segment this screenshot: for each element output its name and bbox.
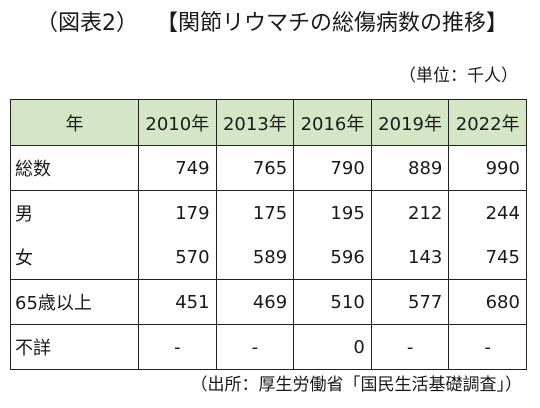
table-row-unknown: 不詳 - - 0 - - [10,324,527,370]
document-title: （図表2） 【関節リウマチの総傷病数の推移】 [36,8,508,40]
figure-title: 【関節リウマチの総傷病数の推移】 [156,11,509,36]
cell-value: 596 [293,235,372,280]
cell-value: - [370,324,450,370]
cell-value: 577 [370,279,450,325]
figure-label: （図表2） [36,11,138,36]
cell-value: 195 [293,190,372,235]
header-row: 年 2010年 2013年 2016年 2019年 2022年 [10,99,527,146]
cell-value: - [138,324,217,370]
header-year-label: 年 [10,99,139,146]
cell-value: 680 [448,279,527,325]
cell-value: 0 [293,324,372,370]
cell-value: 212 [370,190,450,235]
cell-value: 790 [293,145,372,191]
cell-value: 510 [293,279,372,325]
cell-value: - [448,324,527,370]
cell-value: 570 [138,235,217,280]
cell-value: 889 [370,145,450,191]
row-label: 男 [10,190,139,235]
table-row-male: 男 179 175 195 212 244 [10,190,527,235]
cell-value: 765 [215,145,295,191]
data-table: 年 2010年 2013年 2016年 2019年 2022年 総数 749 7… [10,99,527,370]
row-label: 65歳以上 [10,279,139,325]
cell-value: 745 [448,235,527,280]
header-2016: 2016年 [293,99,372,146]
header-2013: 2013年 [215,99,295,146]
unit-note: （単位：千人） [399,66,518,86]
cell-value: 589 [215,235,295,280]
header-2022: 2022年 [448,99,527,146]
row-label: 不詳 [10,324,139,370]
header-2019: 2019年 [370,99,450,146]
table-row-female: 女 570 589 596 143 745 [10,235,527,280]
cell-value: 179 [138,190,217,235]
cell-value: 143 [370,235,450,280]
header-2010: 2010年 [138,99,217,146]
table-row-65-plus: 65歳以上 451 469 510 577 680 [10,279,527,325]
row-label: 女 [10,235,139,280]
cell-value: - [215,324,295,370]
row-label: 総数 [10,145,139,191]
cell-value: 451 [138,279,217,325]
source-note: （出所：厚生労働省「国民生活基礎調査」） [190,375,523,395]
cell-value: 244 [448,190,527,235]
cell-value: 749 [138,145,217,191]
cell-value: 175 [215,190,295,235]
table-row-total: 総数 749 765 790 889 990 [10,145,527,191]
cell-value: 469 [215,279,295,325]
cell-value: 990 [448,145,527,191]
